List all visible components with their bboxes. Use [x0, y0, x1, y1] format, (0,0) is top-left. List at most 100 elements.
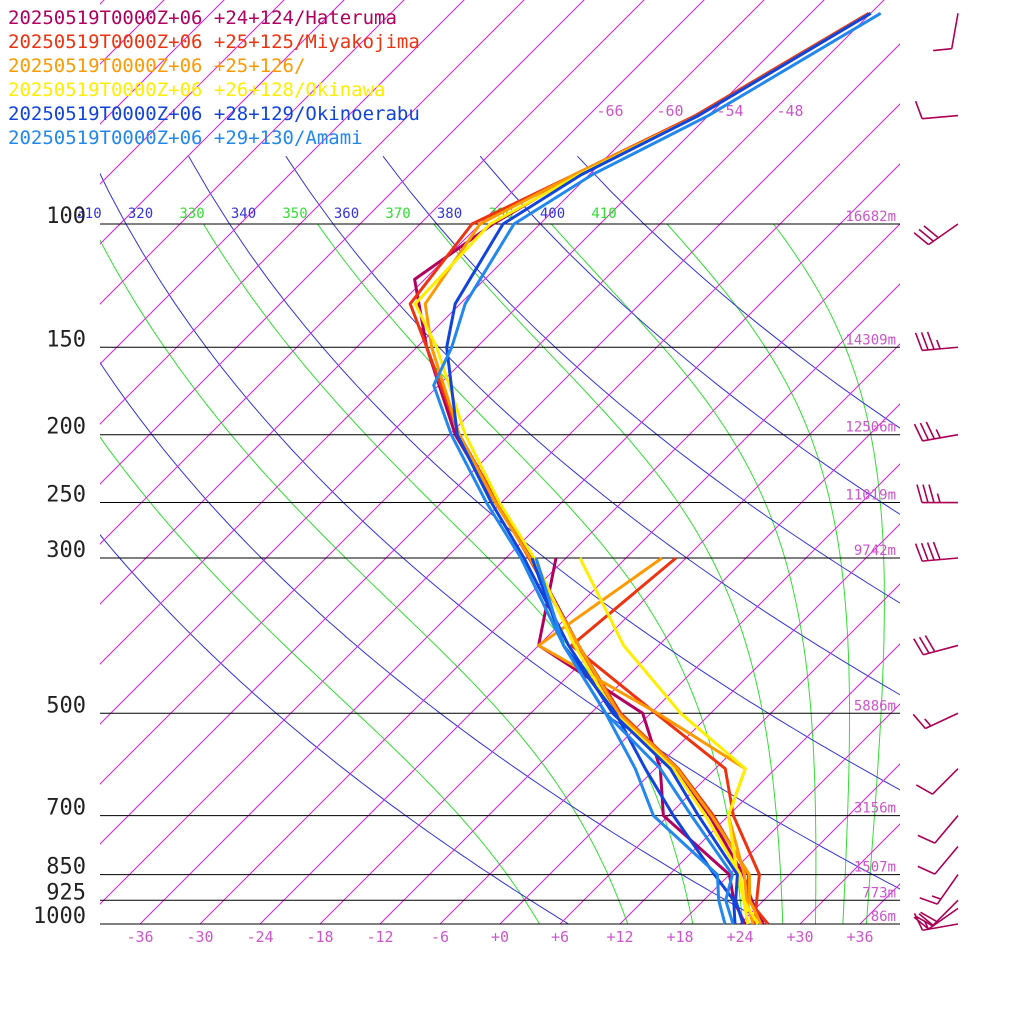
sounding-profiles [408, 12, 882, 925]
moist-adiabat-line [317, 223, 744, 924]
legend-entry-miyakojima: 20250519T0000Z+06 +25+125/Miyakojima [8, 31, 420, 53]
pressure-label-1000: 1000 [33, 904, 86, 929]
pressure-label-700: 700 [46, 796, 86, 821]
isotherm-line [439, 463, 900, 924]
temperature-tick-label: +24 [726, 928, 753, 946]
adiabat-label: 360 [334, 206, 359, 222]
isotherm-line [100, 0, 465, 365]
adiabat-label: 340 [231, 206, 256, 222]
temperature-line [423, 12, 872, 925]
legend: 20250519T0000Z+06 +24+124/Hateruma 20250… [8, 6, 420, 150]
moist-adiabat-line [550, 223, 817, 924]
isotherm-line [100, 0, 225, 125]
temperature-line [445, 12, 872, 925]
pressure-label-925: 925 [46, 880, 86, 905]
wind-barb [913, 421, 959, 442]
temperature-tick-labels: -36 -30 -24 -18 -12 -6 +0 +6 +12 +18 +24 +30 +36 [126, 928, 873, 946]
temperature-tick-label: -24 [246, 928, 273, 946]
isotherm-label: -48 [777, 102, 804, 120]
height-label-925: 773m [862, 885, 896, 901]
wind-barb [915, 768, 959, 795]
adiabat-label: 370 [385, 206, 410, 222]
height-label-1000: 86m [871, 909, 896, 925]
legend-entry-amami: 20250519T0000Z+06 +29+130/Amami [8, 127, 363, 149]
isotherm-line [100, 0, 645, 545]
isotherm-line [100, 0, 345, 245]
wind-barb [912, 712, 959, 730]
wind-barb [913, 635, 959, 656]
isotherm-label: -66 [597, 102, 624, 120]
isotherm-line [100, 0, 825, 725]
wind-barb [913, 223, 959, 246]
adiabat-label: 410 [591, 206, 616, 222]
isotherm-line [499, 523, 900, 924]
dry-adiabat-line [479, 155, 900, 515]
temperature-tick-label: -6 [431, 928, 449, 946]
dry-adiabat-line [382, 155, 900, 604]
height-label-150: 14309m [845, 332, 896, 348]
wind-barb [917, 815, 959, 844]
isotherm-line [199, 223, 900, 924]
wind-barb [914, 541, 959, 562]
legend-entry-25-126: 20250519T0000Z+06 +25+126/ [8, 55, 306, 77]
temperature-tick-label: +6 [551, 928, 569, 946]
isotherm-line [139, 163, 900, 924]
moist-adiabat-line [100, 436, 541, 924]
temperature-tick-label: -36 [126, 928, 153, 946]
wind-barb [914, 100, 959, 120]
isotherm-line [259, 283, 900, 924]
isotherm-line [100, 43, 900, 845]
height-labels: 16682m 14309m 12506m 11019m 9742m 5886m 3156m 1… [845, 209, 896, 925]
adiabat-label: 320 [128, 206, 153, 222]
adiabat-label: 310 [76, 206, 101, 222]
moist-adiabat-line [666, 223, 850, 924]
temperature-tick-label: +30 [786, 928, 813, 946]
dry-adiabat-line [100, 534, 570, 924]
moist-adiabat-line [100, 239, 629, 924]
pressure-label-200: 200 [46, 415, 86, 440]
isobars [100, 223, 900, 925]
dry-adiabat-line [285, 155, 900, 696]
height-label-500: 5886m [854, 698, 896, 714]
pressure-label-300: 300 [46, 538, 86, 563]
isotherm-line [100, 0, 705, 605]
isotherm-line [100, 103, 900, 905]
height-label-850: 1507m [854, 860, 896, 876]
adiabat-label: 380 [437, 206, 462, 222]
isotherm-line [100, 0, 165, 65]
height-label-100: 16682m [845, 209, 896, 225]
isotherms [100, 0, 900, 924]
isotherm-line [679, 703, 900, 924]
legend-entry-okinoerabu: 20250519T0000Z+06 +28+129/Okinoerabu [8, 103, 420, 125]
temperature-tick-label: +36 [846, 928, 873, 946]
isotherm-line [100, 0, 885, 785]
isotherm-line [319, 343, 900, 924]
height-label-300: 9742m [854, 543, 896, 559]
pressure-label-150: 150 [46, 327, 86, 352]
isotherm-label: -54 [717, 102, 744, 120]
pressure-label-250: 250 [46, 483, 86, 508]
legend-entry-okinawa: 20250519T0000Z+06 +26+128/Okinawa [8, 79, 386, 101]
wind-barb [915, 899, 959, 927]
pressure-label-100: 100 [46, 204, 86, 229]
adiabat-labels: 310 320 330 340 350 360 370 380 390 400 410 [76, 206, 616, 222]
wind-barb [916, 484, 958, 504]
temperature-tick-label: -18 [306, 928, 333, 946]
temperature-line [413, 12, 872, 925]
wind-barb [919, 874, 959, 905]
isotherm-line [100, 0, 525, 425]
wind-barb [917, 845, 959, 875]
temperature-tick-label: -12 [366, 928, 393, 946]
isotherm-line [100, 0, 285, 185]
isotherm-label: -60 [657, 102, 684, 120]
dry-adiabat-line [188, 155, 900, 791]
isotherm-line [100, 0, 765, 665]
isotherm-line [100, 0, 405, 305]
isotherm-line [559, 583, 900, 924]
legend-entry-hateruma: 20250519T0000Z+06 +24+124/Hateruma [8, 7, 397, 29]
series-amami [432, 12, 882, 925]
temperature-line [432, 12, 882, 925]
